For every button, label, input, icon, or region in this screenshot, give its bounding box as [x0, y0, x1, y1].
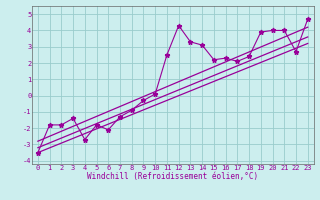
X-axis label: Windchill (Refroidissement éolien,°C): Windchill (Refroidissement éolien,°C) — [87, 172, 258, 181]
